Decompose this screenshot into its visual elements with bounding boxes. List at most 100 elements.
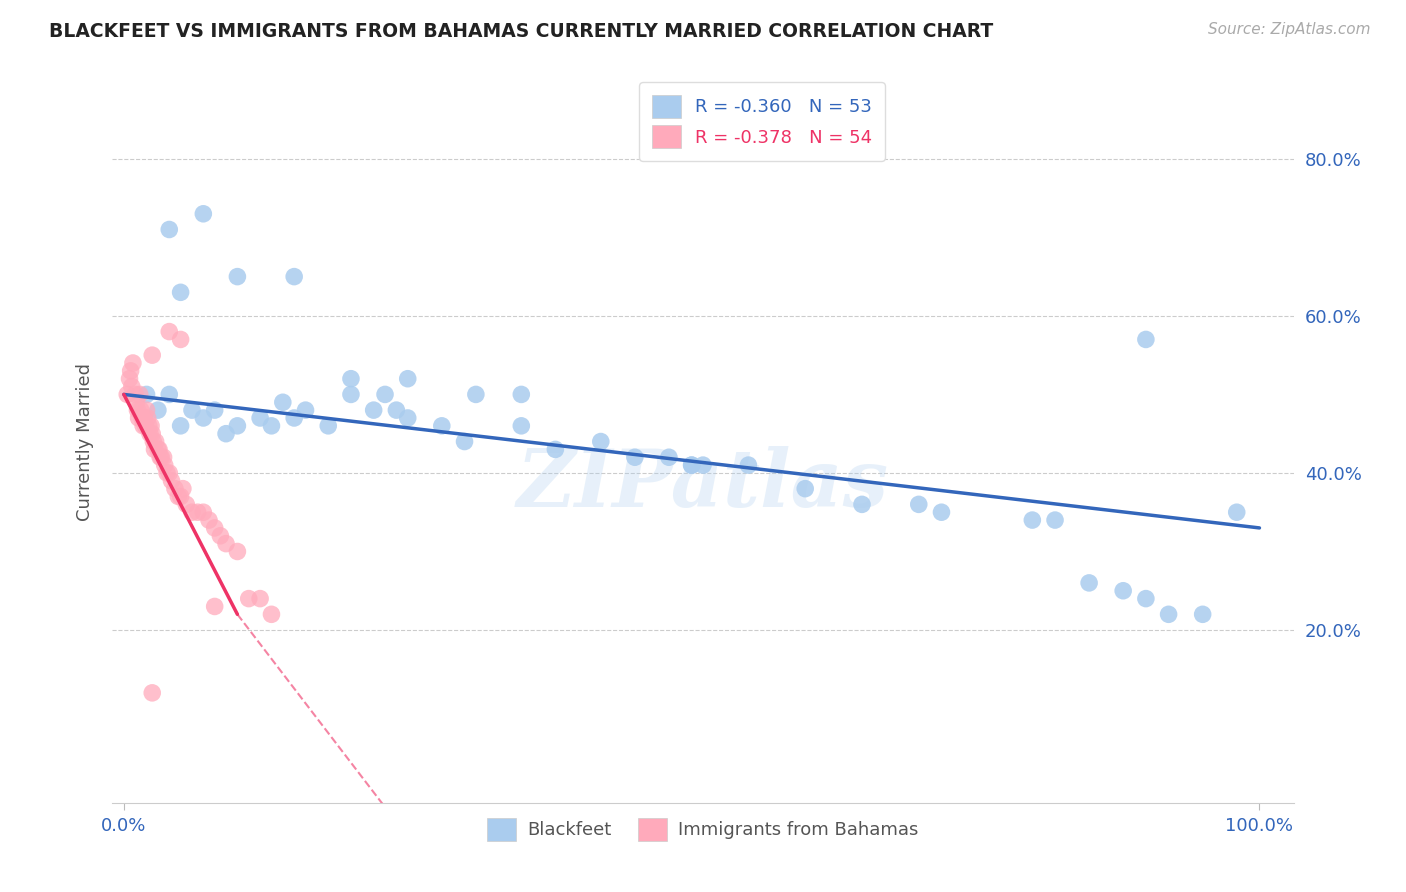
- Point: [1191, 607, 1213, 622]
- Point: [851, 497, 873, 511]
- Point: [134, 418, 156, 433]
- Point: [260, 418, 283, 433]
- Point: [1112, 583, 1135, 598]
- Point: [215, 426, 238, 441]
- Point: [510, 387, 533, 401]
- Point: [624, 450, 647, 465]
- Point: [135, 387, 157, 401]
- Point: [193, 505, 215, 519]
- Point: [658, 450, 681, 465]
- Point: [396, 411, 419, 425]
- Point: [128, 387, 150, 401]
- Point: [172, 482, 194, 496]
- Legend: Blackfeet, Immigrants from Bahamas: Blackfeet, Immigrants from Bahamas: [481, 810, 925, 848]
- Point: [681, 458, 703, 472]
- Point: [692, 458, 714, 472]
- Point: [226, 418, 249, 433]
- Point: [135, 403, 157, 417]
- Point: [136, 411, 159, 425]
- Point: [1078, 575, 1101, 590]
- Point: [141, 348, 163, 362]
- Point: [204, 403, 226, 417]
- Point: [430, 418, 453, 433]
- Point: [249, 411, 271, 425]
- Point: [156, 466, 179, 480]
- Text: ZIPatlas: ZIPatlas: [517, 446, 889, 524]
- Point: [142, 434, 165, 449]
- Point: [453, 434, 475, 449]
- Point: [169, 333, 191, 347]
- Point: [169, 490, 191, 504]
- Point: [737, 458, 759, 472]
- Point: [1157, 607, 1180, 622]
- Point: [146, 442, 169, 457]
- Point: [260, 607, 283, 622]
- Point: [157, 387, 180, 401]
- Point: [146, 403, 169, 417]
- Point: [127, 403, 149, 417]
- Point: [132, 418, 155, 433]
- Point: [226, 269, 249, 284]
- Point: [294, 403, 316, 417]
- Point: [340, 372, 363, 386]
- Point: [1021, 513, 1043, 527]
- Point: [226, 544, 249, 558]
- Point: [1135, 591, 1157, 606]
- Point: [363, 403, 385, 417]
- Point: [181, 403, 204, 417]
- Point: [128, 411, 150, 425]
- Point: [169, 285, 191, 300]
- Point: [129, 403, 152, 417]
- Point: [209, 529, 232, 543]
- Point: [396, 372, 419, 386]
- Point: [125, 395, 148, 409]
- Point: [1043, 513, 1066, 527]
- Point: [157, 222, 180, 236]
- Point: [148, 442, 170, 457]
- Point: [544, 442, 567, 457]
- Point: [122, 356, 145, 370]
- Point: [124, 387, 146, 401]
- Point: [204, 599, 226, 614]
- Point: [1135, 333, 1157, 347]
- Point: [157, 466, 180, 480]
- Point: [181, 505, 204, 519]
- Point: [316, 418, 339, 433]
- Point: [271, 395, 294, 409]
- Point: [167, 490, 190, 504]
- Point: [134, 411, 156, 425]
- Point: [283, 269, 305, 284]
- Point: [149, 450, 172, 465]
- Text: Source: ZipAtlas.com: Source: ZipAtlas.com: [1208, 22, 1371, 37]
- Point: [143, 442, 166, 457]
- Point: [340, 387, 363, 401]
- Point: [249, 591, 271, 606]
- Point: [131, 411, 153, 425]
- Point: [907, 497, 929, 511]
- Point: [464, 387, 486, 401]
- Point: [589, 434, 612, 449]
- Point: [193, 411, 215, 425]
- Point: [169, 418, 191, 433]
- Point: [150, 450, 173, 465]
- Point: [794, 482, 817, 496]
- Point: [931, 505, 953, 519]
- Point: [283, 411, 305, 425]
- Point: [141, 686, 163, 700]
- Y-axis label: Currently Married: Currently Married: [76, 362, 94, 521]
- Point: [385, 403, 408, 417]
- Point: [163, 482, 186, 496]
- Point: [1226, 505, 1249, 519]
- Point: [118, 372, 141, 386]
- Point: [215, 536, 238, 550]
- Point: [117, 387, 138, 401]
- Point: [139, 426, 162, 441]
- Point: [174, 497, 197, 511]
- Point: [121, 379, 143, 393]
- Point: [198, 513, 221, 527]
- Point: [510, 418, 533, 433]
- Point: [193, 207, 215, 221]
- Point: [139, 418, 162, 433]
- Point: [141, 426, 163, 441]
- Point: [204, 521, 226, 535]
